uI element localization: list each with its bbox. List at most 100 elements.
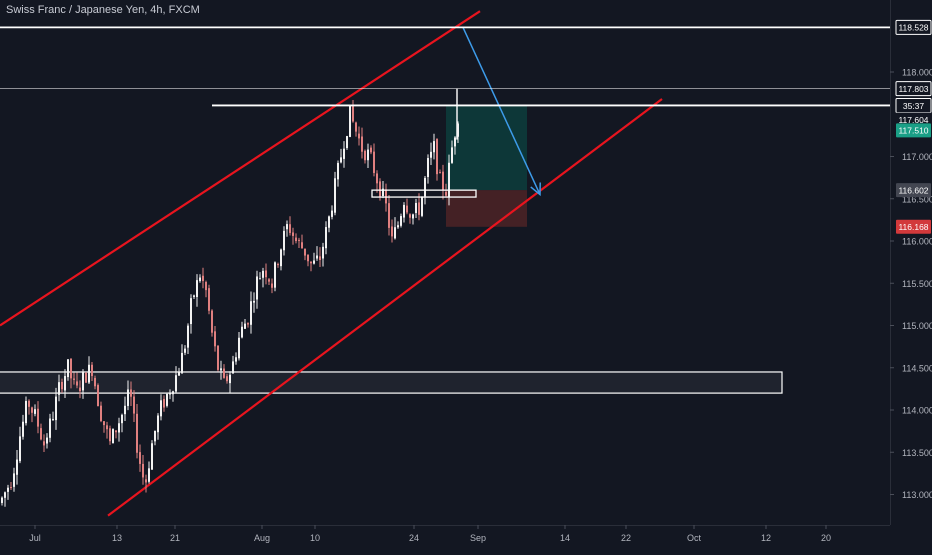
candle-body	[226, 376, 228, 382]
price-axis[interactable]: 118.000 117.000 116.500 116.000 115.500 115.0…	[890, 68, 932, 501]
candle-body	[49, 418, 51, 438]
candles-layer	[1, 88, 459, 507]
candle-body	[37, 408, 39, 427]
badge-countdown-text: 35:37	[903, 101, 925, 111]
candle-body	[319, 256, 321, 261]
candle-body	[337, 162, 339, 180]
candle-body	[142, 463, 144, 478]
candle-body	[148, 468, 150, 482]
channel-lower-line[interactable]	[107, 98, 663, 517]
candle-body	[235, 357, 237, 362]
price-tick-label: 116.500	[902, 194, 932, 204]
entry-zone-box[interactable]	[371, 189, 477, 198]
candle-body	[316, 255, 318, 259]
candle-body	[418, 202, 420, 215]
candle-body	[457, 123, 459, 137]
candle-body	[286, 224, 288, 230]
candle-body	[343, 148, 345, 159]
candle-body	[196, 280, 198, 297]
candle-body	[298, 239, 300, 241]
candle-body	[448, 162, 450, 198]
candle-body	[184, 348, 186, 353]
candle-body	[1, 497, 3, 503]
candle-body	[451, 147, 453, 163]
candle-body	[268, 279, 270, 282]
time-tick-label: 14	[560, 533, 570, 543]
candle-body	[175, 375, 177, 392]
candle-body	[421, 196, 423, 216]
candle-body	[214, 331, 216, 347]
candle-body	[124, 405, 126, 415]
candle-body	[373, 151, 375, 173]
badge-stop-price	[896, 219, 931, 234]
long-stop-zone	[446, 190, 527, 227]
candle-body	[115, 430, 117, 433]
time-tick-label: 21	[170, 533, 180, 543]
projection-arrow-shaft[interactable]	[462, 27, 541, 195]
channel-upper-line[interactable]	[0, 10, 481, 327]
time-tick-label: 10	[310, 533, 320, 543]
candle-body	[439, 172, 441, 174]
candle-body	[232, 361, 234, 374]
candle-body	[22, 421, 24, 437]
zones-layer	[0, 105, 783, 394]
candle-body	[280, 249, 282, 267]
levels-layer[interactable]	[0, 26, 890, 198]
candle-body	[352, 106, 354, 122]
candle-body	[118, 423, 120, 433]
candle-body	[301, 242, 303, 249]
candle-body	[85, 372, 87, 383]
time-axis[interactable]: Jul 13 21 Aug 10 24 Sep 14 22 Oct 12 20	[29, 525, 831, 543]
candle-body	[385, 189, 387, 204]
candle-body	[433, 141, 435, 153]
badge-current-price-text: 117.510	[898, 126, 928, 136]
candle-body	[292, 232, 294, 236]
candle-body	[265, 270, 267, 278]
candle-body	[247, 323, 249, 325]
candle-body	[370, 147, 372, 153]
candle-body	[73, 378, 75, 380]
candle-body	[403, 204, 405, 218]
candle-body	[211, 310, 213, 333]
candle-body	[367, 149, 369, 161]
candle-body	[34, 409, 36, 414]
badge-recent-high-text: 117.803	[898, 84, 928, 94]
candle-body	[16, 459, 18, 475]
candle-body	[136, 413, 138, 453]
time-tick-label: Aug	[254, 533, 270, 543]
candle-body	[52, 419, 54, 421]
candle-body	[79, 387, 81, 392]
candle-body	[430, 151, 432, 158]
price-tick-label: 115.000	[902, 321, 932, 331]
candle-body	[307, 254, 309, 262]
candle-body	[358, 133, 360, 139]
candle-body	[91, 364, 93, 377]
candle-body	[199, 277, 201, 282]
candle-body	[322, 246, 324, 259]
candle-body	[376, 173, 378, 184]
candle-body	[253, 300, 255, 303]
projection-arrow-head	[530, 182, 541, 197]
badge-stop-price-text: 116.168	[898, 222, 928, 232]
candle-body	[127, 389, 129, 406]
candle-body	[412, 214, 414, 219]
time-tick-label: Jul	[29, 533, 41, 543]
candle-body	[328, 216, 330, 228]
candle-body	[139, 452, 141, 464]
price-tick-label: 117.000	[902, 152, 932, 162]
price-tick-label: 113.500	[902, 448, 932, 458]
candle-body	[229, 374, 231, 384]
candle-body	[325, 227, 327, 249]
candle-body	[82, 371, 84, 391]
candle-body	[58, 382, 60, 395]
candle-body	[55, 396, 57, 421]
time-tick-label: 12	[761, 533, 771, 543]
candle-body	[304, 248, 306, 256]
candle-body	[97, 385, 99, 407]
candle-body	[364, 150, 366, 161]
candle-body	[31, 407, 33, 413]
candle-body	[271, 283, 273, 288]
channel-layer[interactable]	[0, 10, 663, 517]
